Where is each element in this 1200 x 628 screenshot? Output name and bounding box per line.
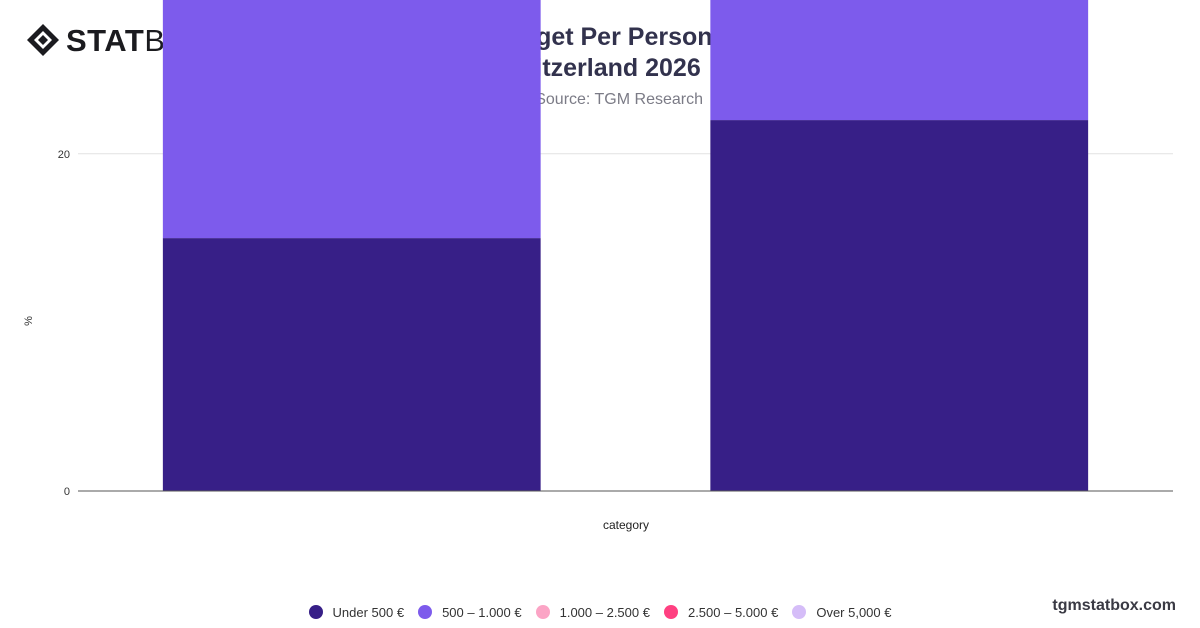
footer-url: tgmstatbox.com bbox=[1052, 597, 1176, 614]
logo-bold-text: STAT bbox=[66, 22, 145, 58]
legend-swatch bbox=[308, 605, 323, 619]
legend-item[interactable]: 2.500 – 5.000 € bbox=[663, 604, 779, 620]
bar-segment bbox=[710, 0, 1089, 121]
y-tick-label: 0 bbox=[64, 486, 70, 498]
y-axis-title: % bbox=[23, 316, 35, 326]
chart-legend: Under 500 € 500 – 1.000 € 1.000 – 2.500 € 2… bbox=[0, 602, 1200, 622]
legend-item[interactable]: Over 5,000 € bbox=[792, 605, 891, 620]
bar-segment bbox=[710, 120, 1089, 491]
bar-segment bbox=[162, 0, 541, 239]
legend-item[interactable]: 1.000 – 2.500 € bbox=[535, 604, 650, 620]
bar-segment bbox=[162, 238, 541, 491]
statbox-diamond-icon bbox=[27, 24, 59, 56]
legend-label: 500 – 1.000 € bbox=[442, 604, 522, 620]
y-tick-label: 20 bbox=[58, 149, 70, 161]
legend-label: Under 500 € bbox=[332, 604, 405, 620]
legend-swatch bbox=[535, 605, 550, 619]
legend-label: Over 5,000 € bbox=[816, 604, 892, 620]
legend-swatch bbox=[792, 605, 807, 619]
legend-label: 2.500 – 5.000 € bbox=[687, 604, 779, 620]
chart-subtitle: Data Source: TGM Research bbox=[496, 91, 703, 108]
x-axis-title: category bbox=[603, 518, 649, 532]
legend-swatch bbox=[663, 605, 678, 619]
legend-item[interactable]: Under 500 € bbox=[308, 604, 405, 620]
legend-label: 1.000 – 2.500 € bbox=[559, 604, 650, 620]
legend-swatch bbox=[418, 605, 433, 619]
legend-item[interactable]: 500 – 1.000 € bbox=[418, 605, 522, 620]
